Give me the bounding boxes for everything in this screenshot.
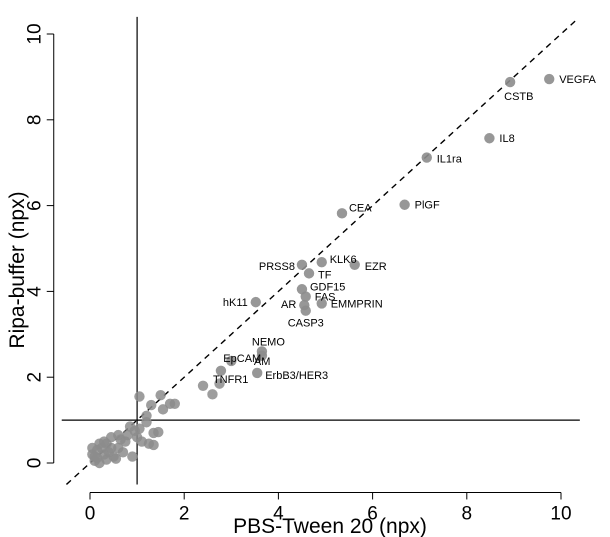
data-point <box>153 426 164 438</box>
data-point <box>300 305 311 316</box>
point-label-plgf: PlGF <box>415 200 440 212</box>
point-label-fas: FAS <box>315 292 336 304</box>
data-point <box>300 291 311 302</box>
data-point <box>250 296 261 308</box>
x-tick-label: 6 <box>367 503 378 524</box>
data-point <box>296 259 308 271</box>
point-label-erbb3-her3: ErbB3/HER3 <box>265 370 328 382</box>
data-point <box>214 378 225 389</box>
data-point <box>215 365 227 376</box>
data-point <box>252 367 263 379</box>
point-label-cstb: CSTB <box>504 91 533 103</box>
y-tick-label: 8 <box>25 115 46 126</box>
data-point <box>336 208 348 219</box>
data-point <box>157 404 169 415</box>
point-label-emmprin: EMMPRIN <box>331 298 383 310</box>
data-point <box>349 259 360 271</box>
x-tick-label: 8 <box>462 503 473 524</box>
point-label-hk11: hK11 <box>223 297 248 309</box>
data-point <box>399 199 410 210</box>
data-point <box>110 453 122 464</box>
point-label-klk6: KLK6 <box>330 254 357 266</box>
point-label-tnfr1: TNFR1 <box>213 374 248 386</box>
y-tick-label: 0 <box>25 458 46 469</box>
x-axis-title: PBS-Tween 20 (npx) <box>233 515 427 537</box>
data-point <box>316 298 327 309</box>
point-label-il1ra: IL1ra <box>437 154 463 166</box>
data-point <box>91 452 103 464</box>
x-tick-label: 0 <box>85 503 96 524</box>
data-point <box>146 399 157 411</box>
point-label-gdf15: GDF15 <box>310 281 345 293</box>
y-axis-title: Ripa-buffer (npx) <box>6 191 29 348</box>
point-label-vegfa: VEGFA <box>559 74 596 86</box>
point-label-am: AM <box>254 356 270 368</box>
reference-lines <box>61 16 580 485</box>
axes: 0 2 4 6 8 10 0 2 4 6 8 10 <box>25 23 572 524</box>
x-tick-label: 2 <box>179 503 190 524</box>
data-point <box>544 73 555 85</box>
data-point <box>122 429 133 441</box>
data-point <box>226 355 237 367</box>
y-tick-label: 10 <box>25 23 46 44</box>
data-point <box>117 447 129 458</box>
data-point <box>101 454 112 465</box>
point-label-prss8: PRSS8 <box>259 261 295 273</box>
data-point <box>303 268 315 279</box>
point-labels: VEGFA CSTB IL8 IL1ra PlGF CEA KLK6 EZR PRSS8 TFGD… <box>213 74 597 386</box>
data-point <box>316 257 327 268</box>
point-label-epcam: EpCAM <box>223 353 261 365</box>
data-points <box>87 73 555 469</box>
data-point <box>127 451 138 462</box>
point-label-il8: IL8 <box>499 133 514 145</box>
data-point <box>141 417 152 428</box>
y-tick-label: 6 <box>25 200 46 211</box>
data-point <box>421 152 432 163</box>
point-label-tf: TF <box>318 269 332 281</box>
point-label-cea: CEA <box>349 202 372 214</box>
data-point <box>169 398 180 409</box>
data-point <box>155 390 166 401</box>
point-label-nemo: NEMO <box>252 336 285 348</box>
data-point <box>105 442 117 454</box>
data-point <box>134 391 145 402</box>
point-label-casp3: CASP3 <box>288 318 324 330</box>
y-tick-label: 2 <box>25 372 46 383</box>
data-point <box>484 133 495 144</box>
data-point <box>207 389 218 400</box>
data-point <box>113 429 124 441</box>
x-tick-label: 10 <box>550 503 571 524</box>
data-point <box>94 438 105 449</box>
data-point <box>124 421 136 432</box>
point-label-ar: AR <box>281 299 296 311</box>
data-point <box>256 350 268 361</box>
x-tick-label: 4 <box>273 503 284 524</box>
data-point <box>148 439 159 451</box>
data-point <box>197 380 209 391</box>
data-point <box>136 436 148 447</box>
y-tick-label: 4 <box>25 286 46 297</box>
point-label-ezr: EZR <box>365 261 387 273</box>
data-point <box>504 76 516 88</box>
